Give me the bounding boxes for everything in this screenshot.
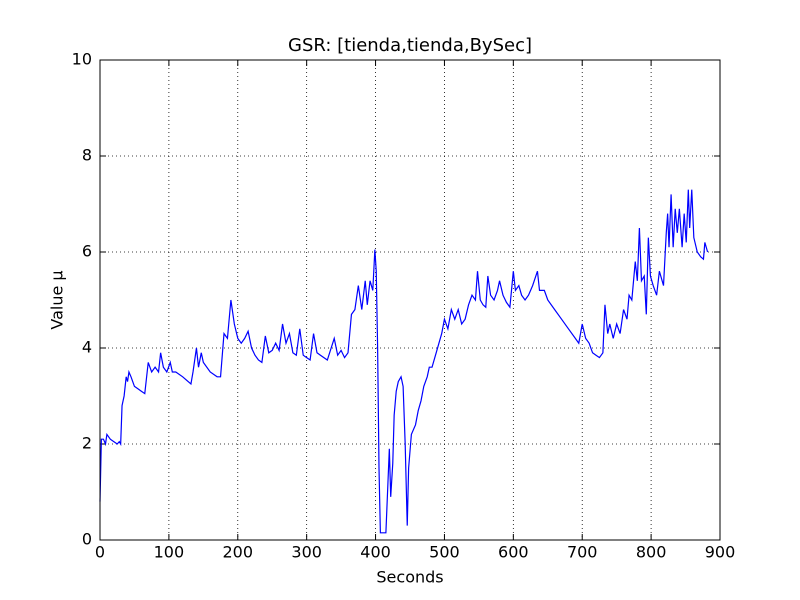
x-tick-label: 300: [291, 543, 322, 562]
y-tick-label: 10: [72, 50, 92, 69]
y-axis-label: Value μ: [48, 270, 67, 329]
chart-title: GSR: [tienda,tienda,BySec]: [288, 35, 532, 56]
y-tick-label: 4: [82, 338, 92, 357]
data-line: [99, 189, 709, 534]
x-tick-label: 500: [429, 543, 460, 562]
x-tick-label: 800: [636, 543, 667, 562]
x-tick-label: 900: [705, 543, 736, 562]
plot-frame: [99, 59, 721, 541]
y-tick-label: 2: [82, 434, 92, 453]
x-axis-label: Seconds: [376, 568, 443, 587]
x-tick-label: 200: [223, 543, 254, 562]
y-tick-label: 0: [82, 530, 92, 549]
x-tick-label: 700: [567, 543, 598, 562]
x-tick-label: 600: [498, 543, 529, 562]
x-tick-label: 400: [360, 543, 391, 562]
y-tick-label: 6: [82, 242, 92, 261]
x-tick-label: 0: [95, 543, 105, 562]
x-tick-label: 100: [154, 543, 185, 562]
y-tick-label: 8: [82, 146, 92, 165]
